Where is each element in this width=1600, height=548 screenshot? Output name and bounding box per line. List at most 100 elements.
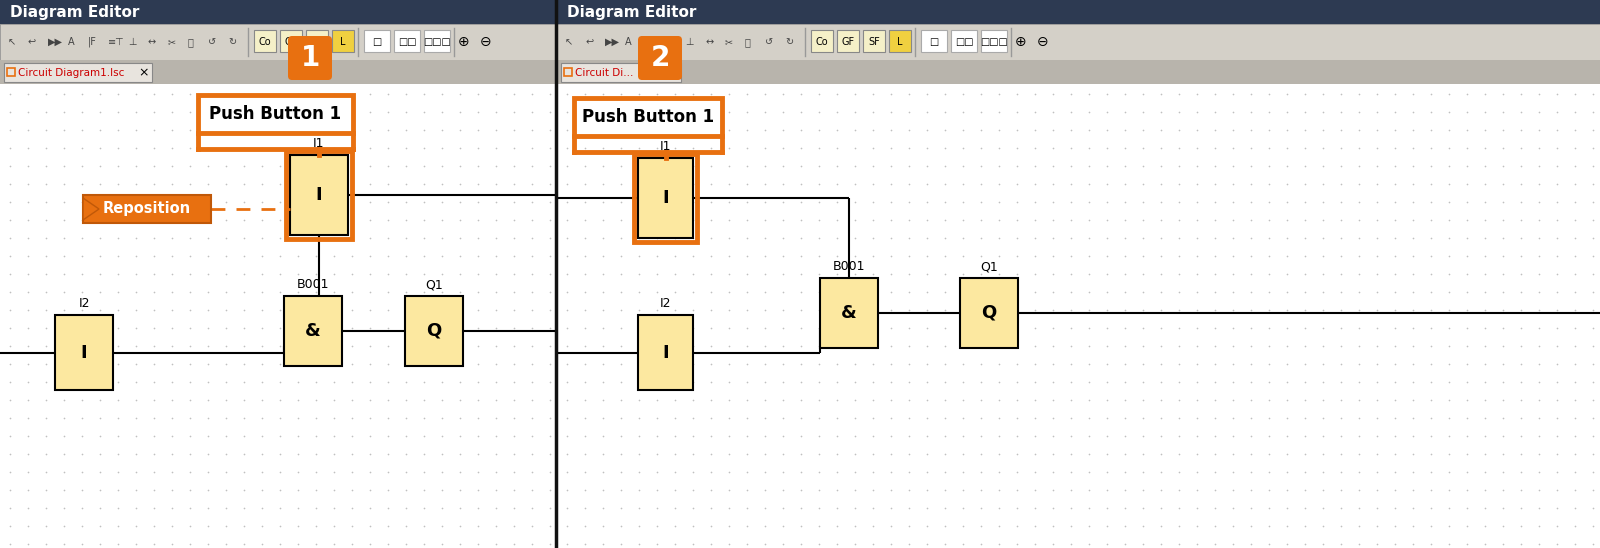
- Point: [1022, 90, 1048, 99]
- Point: [1454, 215, 1480, 224]
- Point: [1346, 198, 1371, 207]
- Point: [1040, 198, 1066, 207]
- Point: [950, 306, 976, 315]
- Point: [394, 252, 419, 260]
- Point: [1472, 341, 1498, 350]
- Point: [680, 467, 706, 476]
- Point: [1274, 449, 1299, 458]
- Point: [374, 378, 400, 386]
- Point: [448, 414, 474, 423]
- Point: [1149, 144, 1174, 152]
- Point: [123, 162, 149, 170]
- Point: [230, 378, 256, 386]
- Point: [806, 252, 832, 260]
- Point: [1418, 414, 1443, 423]
- Point: [86, 341, 112, 350]
- Point: [448, 341, 474, 350]
- Point: [717, 125, 742, 134]
- Point: [1274, 359, 1299, 368]
- Point: [518, 324, 544, 333]
- Point: [1221, 359, 1246, 368]
- Point: [590, 432, 616, 441]
- Point: [806, 270, 832, 278]
- Point: [213, 324, 238, 333]
- Point: [1509, 198, 1534, 207]
- Point: [106, 288, 131, 296]
- Point: [950, 486, 976, 494]
- Point: [933, 341, 958, 350]
- Point: [16, 540, 42, 548]
- Point: [1256, 90, 1282, 99]
- Point: [69, 162, 94, 170]
- Point: [950, 198, 976, 207]
- Point: [734, 215, 760, 224]
- Point: [1058, 144, 1083, 152]
- Point: [1256, 486, 1282, 494]
- Point: [1274, 306, 1299, 315]
- Point: [1112, 162, 1138, 170]
- Point: [1293, 467, 1318, 476]
- Point: [1238, 341, 1264, 350]
- Point: [230, 90, 256, 99]
- Point: [339, 233, 365, 242]
- Point: [304, 306, 330, 315]
- Point: [518, 233, 544, 242]
- Point: [0, 396, 22, 404]
- Point: [1005, 522, 1030, 530]
- Point: [411, 324, 437, 333]
- Point: [1149, 467, 1174, 476]
- Point: [968, 162, 994, 170]
- Point: [1040, 378, 1066, 386]
- Point: [752, 144, 778, 152]
- Point: [1365, 467, 1390, 476]
- Point: [1346, 341, 1371, 350]
- Point: [1437, 215, 1462, 224]
- Point: [483, 306, 509, 315]
- Point: [1202, 162, 1227, 170]
- Point: [16, 341, 42, 350]
- Point: [374, 306, 400, 315]
- Point: [608, 396, 634, 404]
- Point: [933, 504, 958, 512]
- Point: [394, 288, 419, 296]
- Point: [1437, 378, 1462, 386]
- Point: [195, 198, 221, 207]
- Point: [0, 324, 22, 333]
- Point: [842, 486, 867, 494]
- Point: [538, 198, 563, 207]
- Point: [1274, 288, 1299, 296]
- Point: [1310, 180, 1336, 189]
- Point: [304, 90, 330, 99]
- Point: [1274, 270, 1299, 278]
- Point: [914, 270, 939, 278]
- Point: [933, 144, 958, 152]
- Point: [1454, 504, 1480, 512]
- Point: [1112, 467, 1138, 476]
- Point: [717, 107, 742, 116]
- Point: [1581, 414, 1600, 423]
- Point: [448, 324, 474, 333]
- Point: [1130, 162, 1155, 170]
- Point: [1365, 270, 1390, 278]
- Text: ↔: ↔: [147, 37, 157, 47]
- Point: [304, 504, 330, 512]
- Point: [770, 324, 795, 333]
- Point: [213, 180, 238, 189]
- Point: [501, 486, 526, 494]
- Point: [1293, 432, 1318, 441]
- Point: [608, 144, 634, 152]
- Point: [1562, 125, 1587, 134]
- Point: [448, 144, 474, 152]
- Text: I1: I1: [659, 140, 672, 153]
- Point: [1184, 324, 1210, 333]
- Point: [213, 233, 238, 242]
- Point: [1005, 270, 1030, 278]
- Point: [698, 306, 723, 315]
- Point: [950, 162, 976, 170]
- Point: [752, 341, 778, 350]
- Point: [590, 252, 616, 260]
- Point: [86, 324, 112, 333]
- Point: [339, 90, 365, 99]
- Point: [1562, 144, 1587, 152]
- Point: [411, 90, 437, 99]
